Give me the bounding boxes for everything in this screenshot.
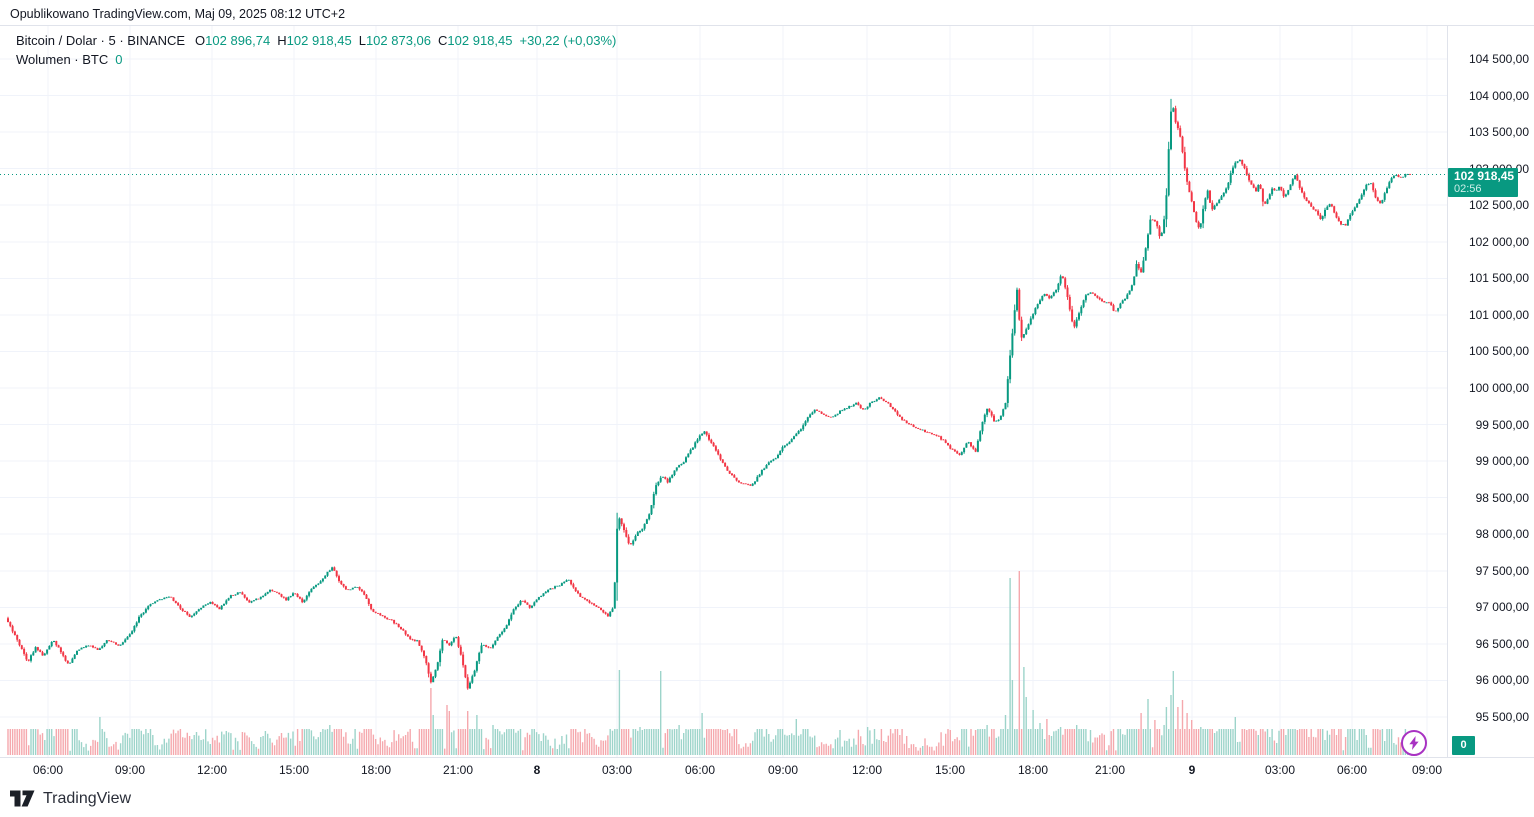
change-value: +30,22 (+0,03%): [519, 33, 617, 48]
candles-down: [7, 105, 1411, 690]
time-axis-label: 06:00: [684, 763, 716, 777]
price-axis-label: 99 500,00: [1475, 417, 1529, 432]
price-axis-label: 96 000,00: [1475, 673, 1529, 688]
high-value: 102 918,45: [286, 33, 352, 48]
volume-label[interactable]: Wolumen · BTC: [16, 52, 109, 67]
tradingview-logo-icon[interactable]: [10, 788, 35, 809]
candles-up: [30, 98, 1409, 689]
legend-row-volume: Wolumen · BTC 0: [16, 52, 616, 67]
time-axis-label: 15:00: [278, 763, 310, 777]
price-axis-label: 98 000,00: [1475, 527, 1529, 542]
header-divider: [0, 25, 1534, 26]
time-axis-label: 09:00: [1411, 763, 1443, 777]
price-axis-label: 101 000,00: [1468, 307, 1529, 322]
symbol-legend[interactable]: Bitcoin / Dolar · 5 · BINANCE O102 896,74…: [16, 33, 616, 67]
time-axis-label: 06:00: [1336, 763, 1368, 777]
time-axis-label: 18:00: [1017, 763, 1049, 777]
flash-button[interactable]: [1401, 730, 1427, 756]
price-axis-label: 96 500,00: [1475, 636, 1529, 651]
volume-value: 0: [115, 52, 123, 67]
time-axis-border: [0, 757, 1534, 758]
low-label: L: [358, 33, 366, 48]
price-axis-label: 100 000,00: [1468, 381, 1529, 395]
price-axis-label: 99 000,00: [1475, 454, 1529, 469]
time-axis-label: 8: [533, 763, 541, 777]
close-label: C: [438, 33, 448, 48]
bar-countdown: 02:56: [1454, 183, 1482, 195]
legend-row-symbol: Bitcoin / Dolar · 5 · BINANCE O102 896,74…: [16, 33, 616, 48]
time-axis-label: 09:00: [114, 763, 146, 777]
last-price-value: 102 918,45: [1454, 169, 1515, 183]
lightning-icon: [1409, 736, 1419, 750]
time-axis-label: 09:00: [767, 763, 799, 777]
time-axis-label: 15:00: [934, 763, 966, 777]
time-axis[interactable]: 06:00 09:00 12:00 15:00 18:00 21:00 8 03:00 06:0…: [0, 757, 1534, 785]
price-axis-label: 97 000,00: [1475, 600, 1529, 615]
open-value: 102 896,74: [205, 33, 271, 48]
low-value: 102 873,06: [365, 33, 432, 48]
price-axis-label: 104 500,00: [1468, 52, 1529, 66]
time-axis-label: 03:00: [601, 763, 633, 777]
time-axis-label: 06:00: [32, 763, 64, 777]
footer: TradingView: [10, 788, 131, 809]
volume-bars-up: [30, 578, 1409, 755]
price-axis-label: 97 500,00: [1475, 563, 1529, 578]
price-axis-label: 98 500,00: [1475, 490, 1529, 505]
time-axis-label: 18:00: [360, 763, 392, 777]
price-axis-label: 104 000,00: [1468, 88, 1529, 103]
publish-timestamp: Opublikowano TradingView.com, Maj 09, 20…: [10, 7, 346, 21]
brand-name[interactable]: TradingView: [43, 789, 132, 807]
volume-axis-badge: 0: [1452, 736, 1475, 755]
symbol-title[interactable]: Bitcoin / Dolar · 5 · BINANCE: [16, 33, 186, 48]
price-axis-label: 101 500,00: [1468, 271, 1529, 286]
price-axis-label: 103 500,00: [1468, 125, 1529, 140]
price-axis-border: [1447, 25, 1448, 757]
price-axis-label: 102 500,00: [1468, 198, 1529, 213]
time-axis-label: 21:00: [1094, 763, 1126, 777]
time-axis-label: 12:00: [196, 763, 228, 777]
time-axis-label: 21:00: [442, 763, 474, 777]
time-axis-label: 12:00: [851, 763, 883, 777]
last-price-badge: 102 918,45 02:56: [1448, 168, 1518, 197]
price-axis-label: 102 000,00: [1468, 234, 1529, 249]
close-value: 102 918,45: [447, 33, 513, 48]
price-axis-label: 95 500,00: [1475, 710, 1529, 724]
open-label: O: [195, 33, 206, 48]
price-axis-label: 100 500,00: [1468, 344, 1529, 359]
time-axis-label: 9: [1188, 763, 1196, 777]
high-label: H: [277, 33, 287, 48]
time-axis-label: 03:00: [1264, 763, 1296, 777]
